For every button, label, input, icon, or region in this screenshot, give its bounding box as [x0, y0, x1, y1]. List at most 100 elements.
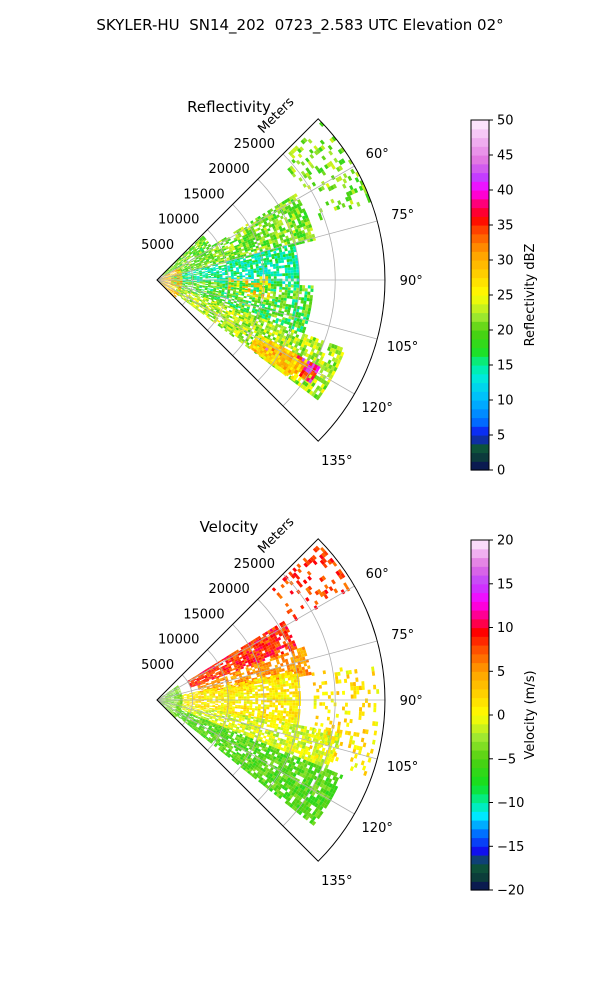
radar-cell: [185, 708, 189, 711]
radar-cell: [210, 668, 214, 671]
radar-cell: [224, 328, 228, 333]
radar-cell: [217, 250, 221, 254]
radar-cell: [225, 283, 229, 286]
radar-cell: [164, 271, 168, 274]
radar-cell: [205, 711, 209, 714]
radar-cell: [196, 309, 200, 312]
radar-cell: [349, 185, 354, 191]
radar-cell: [237, 239, 242, 243]
radar-cell: [211, 676, 215, 679]
radar-cell: [236, 655, 240, 659]
radar-cell: [272, 263, 276, 267]
radar-cell: [173, 282, 177, 284]
radar-cell: [194, 281, 197, 283]
radar-cell: [276, 271, 280, 274]
radar-cell: [166, 269, 169, 272]
radar-cell: [282, 335, 287, 340]
radar-cell: [189, 264, 193, 267]
radar-cell: [301, 666, 305, 671]
radar-cell: [233, 657, 237, 661]
radar-cell: [249, 238, 254, 242]
radar-cell: [306, 228, 311, 233]
radar-cell: [169, 285, 173, 288]
radar-cell: [197, 244, 201, 247]
radar-cell: [220, 690, 224, 692]
radar-cell: [192, 697, 196, 699]
radar-cell: [192, 676, 195, 679]
radar-cell: [205, 689, 209, 691]
radar-cell: [219, 678, 223, 681]
radar-cell: [201, 249, 205, 253]
radar-cell: [197, 239, 200, 243]
radar-cell: [264, 662, 269, 666]
radar-cell: [295, 697, 299, 700]
radar-cell: [197, 706, 201, 708]
radar-cell: [298, 356, 303, 361]
radar-cell: [285, 680, 289, 684]
radar-cell: [293, 269, 297, 273]
radar-cell: [194, 292, 198, 294]
radar-cell: [315, 338, 319, 343]
radar-cell: [246, 650, 250, 654]
radar-cell: [270, 677, 274, 681]
radar-cell: [173, 273, 176, 275]
radar-cell: [214, 707, 218, 709]
radar-cell: [252, 308, 256, 311]
radar-cell: [179, 295, 182, 298]
radar-cell: [233, 237, 237, 241]
radar-cell: [179, 284, 183, 286]
radar-cell: [284, 658, 289, 663]
radar-cell: [272, 704, 276, 708]
radar-cell: [162, 282, 165, 284]
radar-cell: [236, 657, 241, 661]
radar-cell: [213, 679, 217, 682]
radar-cell: [292, 643, 297, 647]
radar-cell: [293, 272, 297, 276]
radar-cell: [253, 729, 257, 733]
radar-cell: [234, 724, 238, 727]
radar-cell: [289, 691, 293, 695]
radar-cell: [231, 690, 235, 693]
radar-cell: [242, 313, 246, 317]
radar-cell: [195, 245, 198, 249]
radar-cell: [181, 291, 184, 294]
radar-cell: [178, 262, 182, 265]
radar-cell: [284, 718, 289, 723]
radar-cell: [172, 271, 176, 273]
radar-cell: [227, 329, 232, 333]
radar-cell: [291, 301, 295, 306]
radar-cell: [233, 715, 237, 718]
radar-cell: [307, 665, 311, 670]
radar-cell: [212, 704, 216, 707]
colorbar-tick-label: 40: [497, 184, 514, 199]
radar-cell: [299, 339, 304, 344]
radar-cell: [267, 285, 271, 288]
radar-cell: [166, 269, 169, 272]
radar-cell: [200, 681, 204, 683]
radar-cell: [321, 180, 326, 186]
radar-cell: [292, 376, 297, 382]
radar-cell: [196, 286, 200, 288]
radar-cell: [199, 278, 203, 280]
radar-cell: [187, 285, 191, 287]
radar-cell: [257, 259, 261, 262]
radar-cell: [250, 220, 254, 224]
radar-cell: [320, 185, 325, 191]
colorbar-bin: [471, 207, 489, 217]
radar-cell: [220, 662, 224, 666]
radar-cell: [264, 353, 268, 358]
radar-cell: [238, 328, 242, 333]
radar-cell: [189, 299, 193, 302]
radar-cell: [290, 272, 294, 276]
radar-cell: [337, 148, 343, 155]
radar-cell: [269, 658, 273, 662]
radar-cell: [220, 693, 224, 695]
radar-cell: [218, 265, 222, 268]
radar-cell: [274, 687, 278, 691]
radar-cell: [284, 309, 288, 313]
radar-cell: [219, 276, 223, 278]
radar-cell: [290, 270, 294, 273]
radar-cell: [207, 297, 211, 300]
radar-cell: [219, 275, 223, 277]
